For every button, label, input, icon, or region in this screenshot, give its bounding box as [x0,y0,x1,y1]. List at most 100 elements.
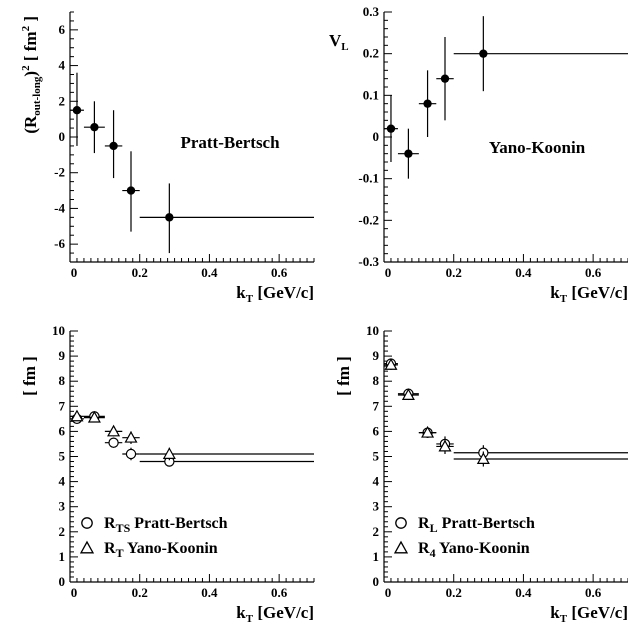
x-label-sub: T [246,293,254,305]
y-tick-label: 0.2 [363,46,379,61]
y-label-main: (R [21,115,40,134]
x-tick-text: 0.2 [446,585,462,600]
x-label-main: k [550,283,560,302]
y-label-sup: 2 [20,65,32,71]
y-tick-text: -0.1 [358,171,379,186]
x-label-main: k [236,283,246,302]
data-point [107,424,121,437]
x-tick-text: 0.2 [446,265,462,280]
x-tick-label: 0.4 [201,265,218,280]
legend-text: Pratt-Bertsch [130,515,227,532]
y-tick-text: 3 [373,499,380,514]
x-axis-label: kT [GeV/c] [236,283,314,305]
data-point [386,124,396,133]
y-tick-label: 4 [373,474,380,489]
x-tick-text: 0.4 [201,265,218,280]
x-tick-text: 0.6 [271,265,288,280]
data-point [90,122,99,132]
y-tick-label: 3 [59,499,66,514]
y-tick-label: 5 [59,449,66,464]
x-label-unit: [GeV/c] [567,283,628,302]
y-tick-text: -4 [54,200,65,215]
x-tick-label: 0.6 [271,265,288,280]
y-tick-label: 3 [373,499,380,514]
x-label-main: k [236,603,246,622]
y-label-main: [ fm ] [334,356,353,396]
panel-annotation: Yano-Koonin [489,138,586,157]
legend-text: Yano-Koonin [436,540,530,557]
x-tick-label: 0 [71,585,78,600]
data-point [72,106,82,115]
y-tick-text: 8 [59,373,66,388]
y-tick-text: 5 [59,449,66,464]
y-tick-label: 10 [52,323,65,338]
x-tick-label: 0.2 [446,265,462,280]
x-tick-label: 0.6 [585,265,602,280]
y-axis-label: [ fm ] [20,356,39,396]
data-point [476,452,490,465]
legend-marker [395,517,407,529]
y-tick-label: -0.1 [358,171,379,186]
y-tick-text: 0 [373,574,380,589]
y-tick-label: 2 [59,93,66,108]
x-label-unit: [GeV/c] [253,283,314,302]
y-tick-text: -0.3 [358,254,379,269]
legend-symbol: R [418,540,430,557]
series-1 [70,411,314,467]
y-tick-text: 6 [59,423,66,438]
legend-marker [81,517,93,529]
data-point [162,447,176,459]
y-tick-label: 7 [373,398,380,413]
y-tick-label: 1 [59,549,66,564]
panel-annotation: Pratt-Bertsch [180,133,280,152]
x-tick-text: 0.6 [585,585,602,600]
y-tick-text: -2 [54,165,65,180]
y-tick-label: -0.2 [358,212,379,227]
series-2 [384,358,628,467]
x-label-unit: [GeV/c] [253,603,314,622]
y-tick-label: -6 [54,236,65,251]
y-tick-text: 6 [59,22,66,37]
y-tick-text: 2 [59,93,66,108]
y-tick-text: 0.3 [363,4,380,19]
data-point [124,430,138,443]
y-tick-text: -0.2 [358,212,379,227]
x-tick-label: 0.6 [585,585,602,600]
x-tick-label: 0.4 [201,585,218,600]
y-tick-label: -2 [54,165,65,180]
legend-sub: L [430,521,438,535]
y-tick-text: 0 [59,574,66,589]
y-tick-label: -0.3 [358,254,379,269]
y-tick-text: 4 [59,58,66,73]
y-label-close: ] [21,16,40,26]
data-point [438,439,452,452]
y-tick-text: 10 [52,323,65,338]
data-point [70,409,84,422]
y-axis-label: (Rout-long)2 [ fm2 ] [20,16,43,134]
y-tick-text: 0 [373,129,380,144]
y-tick-text: 7 [373,398,380,413]
y-label-sub: L [341,41,348,53]
y-tick-label: 6 [373,423,380,438]
data-point [109,141,118,151]
y-tick-label: -4 [54,200,65,215]
legend-label: RL Pratt-Bertsch [418,515,535,535]
data-point [108,437,119,448]
y-tick-text: 2 [59,524,66,539]
x-tick-text: 0 [385,265,392,280]
series-1 [70,72,314,254]
data-point [384,358,398,370]
x-label-sub: T [560,613,568,625]
panel-4: 0 0.2 0.4 0.6 0 1 2 3 4 5 6 7 8 9 10 kT [GeV/c] [ fm ] RL… [334,323,628,625]
panel-1: 0 0.2 0.4 0.6 -6 -4 -2 0 2 4 6 kT [GeV/c] (Rout-long… [20,11,315,305]
y-tick-label: 0 [373,129,380,144]
y-tick-label: 4 [59,58,66,73]
y-tick-text: 1 [59,549,66,564]
legend-symbol: R [104,540,116,557]
y-tick-label: 6 [59,423,66,438]
y-label-sub: out-long [31,76,43,116]
y-tick-text: 7 [59,398,66,413]
x-tick-label: 0 [385,585,392,600]
panel-2: 0 0.2 0.4 0.6 -0.3 -0.2 -0.1 0 0.1 0.2 0.3 kT [GeV/… [329,4,628,305]
y-tick-text: 9 [59,348,66,363]
